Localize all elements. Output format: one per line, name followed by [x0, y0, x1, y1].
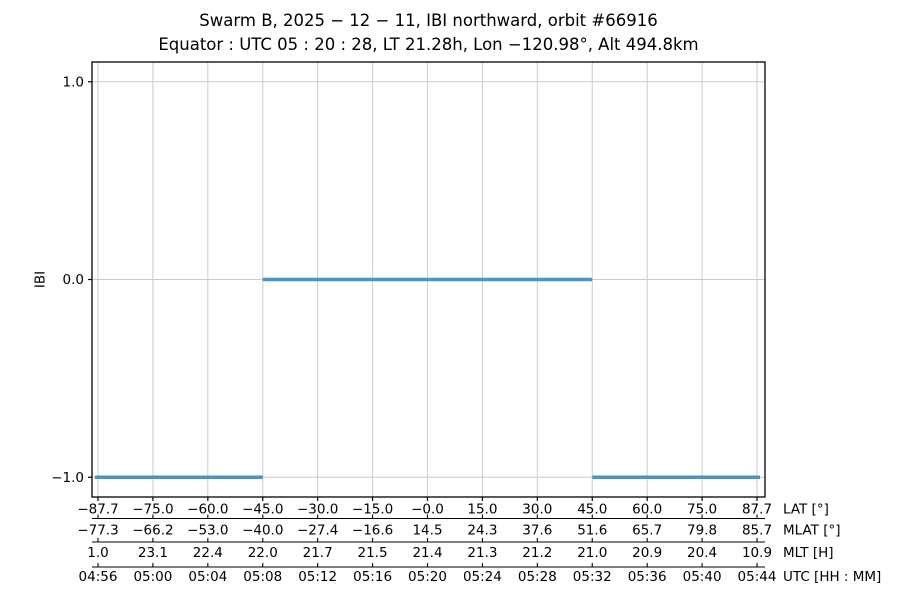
x-tick-label: 21.0: [577, 545, 607, 561]
x-tick-label: −66.2: [132, 523, 173, 539]
x-row-title: LAT [°]: [783, 502, 829, 518]
x-row-title: UTC [HH : MM]: [783, 569, 881, 585]
x-tick-label: −53.0: [187, 523, 228, 539]
y-tick-label: −1.0: [51, 470, 84, 486]
x-tick-label: 05:08: [243, 569, 282, 585]
x-tick-label: 21.4: [412, 545, 442, 561]
x-tick-label: 22.4: [193, 545, 223, 561]
x-tick-label: 60.0: [632, 502, 662, 518]
x-tick-label: −30.0: [297, 502, 338, 518]
x-tick-label: 20.9: [632, 545, 662, 561]
x-tick-label: 05:20: [408, 569, 447, 585]
x-tick-label: −15.0: [352, 502, 393, 518]
x-tick-label: −16.6: [352, 523, 393, 539]
x-tick-label: 23.1: [138, 545, 168, 561]
x-tick-label: −45.0: [242, 502, 283, 518]
y-tick-label: 0.0: [63, 272, 84, 288]
x-tick-label: 30.0: [522, 502, 552, 518]
x-tick-label: 15.0: [467, 502, 497, 518]
x-tick-label: 75.0: [687, 502, 717, 518]
x-tick-label: 05:04: [188, 569, 227, 585]
x-tick-label: 22.0: [248, 545, 278, 561]
x-tick-label: 1.0: [87, 545, 108, 561]
x-row-lat: −87.7 −75.0 −60.0 −45.0 −30.0 −15.0 −0.0 15.0 30…: [77, 502, 829, 520]
x-tick-label: 21.3: [467, 545, 497, 561]
x-tick-label: 20.4: [687, 545, 717, 561]
x-tick-label: 04:56: [79, 569, 118, 585]
x-tick-label: −40.0: [242, 523, 283, 539]
x-row-mlat: −77.3 −66.2 −53.0 −40.0 −27.4 −16.6 14.5 24.3 37…: [77, 523, 841, 543]
x-tick-label: 65.7: [632, 523, 662, 539]
x-row-title: MLT [H]: [783, 545, 834, 561]
x-tick-label: 79.8: [687, 523, 717, 539]
x-axis: [97, 497, 758, 501]
x-row-utc: 04:56 05:00 05:04 05:08 05:12 05:16 05:20 05:24…: [79, 569, 882, 585]
x-tick-label: 05:16: [353, 569, 392, 585]
x-tick-label: −87.7: [77, 502, 118, 518]
x-tick-label: −60.0: [187, 502, 228, 518]
x-row-title: MLAT [°]: [783, 523, 841, 539]
x-tick-label: 21.2: [522, 545, 552, 561]
x-tick-label: 05:40: [683, 569, 722, 585]
gridlines: [92, 62, 765, 497]
x-tick-label: 21.7: [303, 545, 333, 561]
x-tick-label: 05:36: [628, 569, 667, 585]
x-tick-label: −0.0: [411, 502, 444, 518]
x-tick-label: 05:28: [518, 569, 557, 585]
x-tick-label: 05:24: [463, 569, 502, 585]
x-tick-label: 45.0: [577, 502, 607, 518]
chart-subtitle: Equator : UTC 05 : 20 : 28, LT 21.28h, L…: [158, 35, 699, 54]
x-tick-label: −77.3: [77, 523, 118, 539]
chart-title: Swarm B, 2025 − 12 − 11, IBI northward, …: [199, 11, 658, 30]
y-tick-label: 1.0: [63, 74, 84, 90]
x-row-mlt: 1.0 23.1 22.4 22.0 21.7 21.5 21.4 21.3 21.2 21.0 2…: [87, 545, 834, 568]
x-tick-label: −75.0: [132, 502, 173, 518]
x-tick-label: 05:00: [133, 569, 172, 585]
y-axis-title: IBI: [33, 271, 49, 288]
x-tick-label: 87.7: [742, 502, 772, 518]
x-tick-label: 10.9: [742, 545, 772, 561]
x-tick-label: 14.5: [412, 523, 442, 539]
x-tick-label: 21.5: [358, 545, 388, 561]
y-axis: 1.0 0.0 −1.0 IBI: [33, 74, 92, 486]
x-tick-label: 05:12: [298, 569, 337, 585]
x-tick-label: 05:32: [573, 569, 612, 585]
x-tick-label: 37.6: [522, 523, 552, 539]
ibi-series: [95, 277, 760, 479]
x-tick-label: 24.3: [467, 523, 497, 539]
x-tick-label: −27.4: [297, 523, 338, 539]
x-tick-label: 85.7: [742, 523, 772, 539]
x-tick-label: 05:44: [738, 569, 777, 585]
x-tick-label: 51.6: [577, 523, 607, 539]
